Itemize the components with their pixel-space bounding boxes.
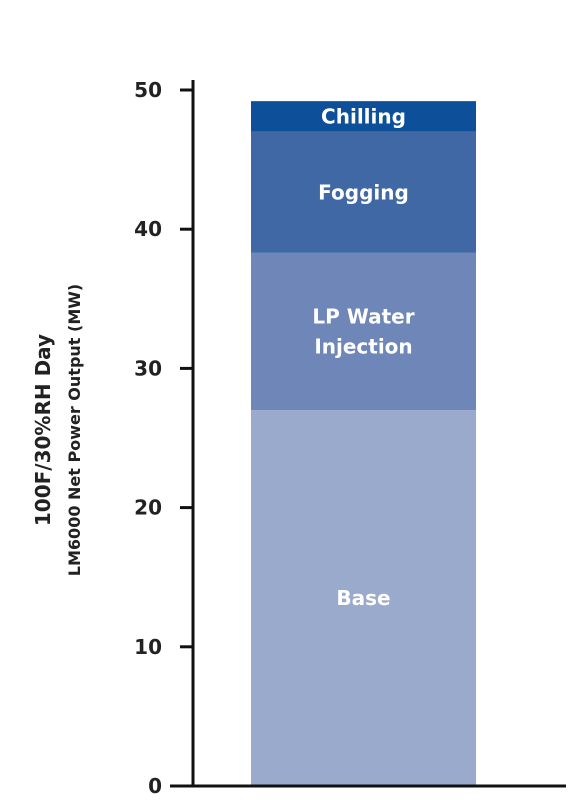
- bar-segment-chilling: [251, 101, 476, 132]
- y-tick-label-30: 30: [134, 356, 162, 380]
- y-axis-title: 100F/30%RH Day LM6000 Net Power Output (…: [31, 284, 84, 576]
- y-tick-label-0: 0: [148, 774, 162, 798]
- y-axis-title-line2: LM6000 Net Power Output (MW): [65, 284, 84, 576]
- y-axis-title-line1: 100F/30%RH Day: [31, 334, 55, 526]
- y-tick-label-10: 10: [134, 635, 162, 659]
- segment-label-chilling: Chilling: [321, 104, 406, 128]
- bar-segment-lp-water-injection: [251, 252, 476, 411]
- bar-segments: [251, 101, 476, 786]
- y-axis-ticks: 0 10 20 30 40 50: [134, 78, 193, 798]
- bar-segment-fogging: [251, 131, 476, 253]
- segment-label-lp-water-injection-line2: Injection: [314, 335, 412, 359]
- segment-labels: Base LP Water Injection Fogging Chilling: [312, 104, 414, 610]
- y-tick-label-40: 40: [134, 217, 162, 241]
- segment-label-base: Base: [336, 586, 390, 610]
- segment-label-lp-water-injection-line1: LP Water: [312, 305, 414, 329]
- y-tick-label-20: 20: [134, 496, 162, 520]
- y-tick-label-50: 50: [134, 78, 162, 102]
- segment-label-fogging: Fogging: [318, 180, 409, 204]
- bar-segment-base: [251, 410, 476, 786]
